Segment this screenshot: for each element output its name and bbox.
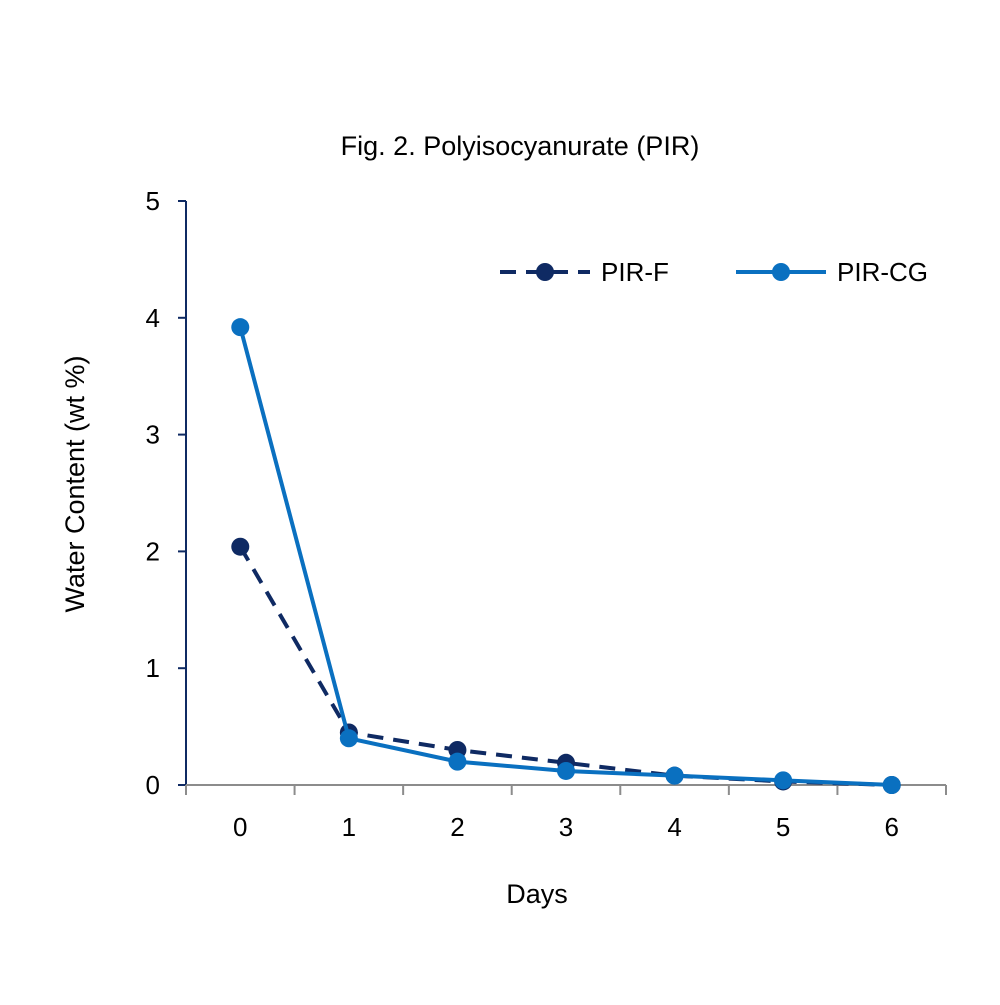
legend-label: PIR-F [601, 257, 669, 287]
data-point [882, 776, 901, 794]
data-point [231, 537, 250, 556]
x-tick-label: 0 [233, 812, 247, 842]
x-tick-label: 2 [450, 812, 464, 842]
x-tick-label: 4 [667, 812, 681, 842]
y-tick-label: 5 [146, 186, 160, 216]
data-point [665, 766, 684, 785]
data-point [231, 318, 250, 337]
data-point [448, 752, 467, 771]
x-tick-label: 5 [776, 812, 790, 842]
legend-item-pir-f: PIR-F [500, 257, 669, 287]
axes: 0 1 2 3 4 5 0 1 2 3 4 5 6 [146, 186, 947, 842]
chart-title: Fig. 2. Polyisocyanurate (PIR) [341, 131, 700, 161]
y-tick-label: 3 [146, 420, 160, 450]
y-tick-label: 4 [146, 303, 160, 333]
y-tick-label: 0 [146, 770, 160, 800]
legend: PIR-F PIR-CG [500, 257, 928, 287]
legend-swatch-marker [536, 263, 554, 281]
series-pir-cg [231, 318, 901, 794]
x-axis-label: Days [506, 879, 568, 909]
data-point [557, 761, 575, 780]
data-point [339, 729, 358, 748]
x-tick-label: 6 [884, 812, 898, 842]
legend-label: PIR-CG [837, 257, 928, 287]
x-tick-label: 3 [559, 812, 573, 842]
x-tick-label: 1 [342, 812, 356, 842]
y-tick-label: 2 [146, 536, 160, 566]
legend-swatch-marker [772, 263, 790, 281]
data-point [774, 771, 793, 790]
y-axis-label: Water Content (wt %) [60, 355, 90, 612]
legend-item-pir-cg: PIR-CG [736, 257, 928, 287]
series-line [238, 545, 892, 787]
y-tick-label: 1 [146, 653, 160, 683]
plot-area [231, 318, 901, 794]
